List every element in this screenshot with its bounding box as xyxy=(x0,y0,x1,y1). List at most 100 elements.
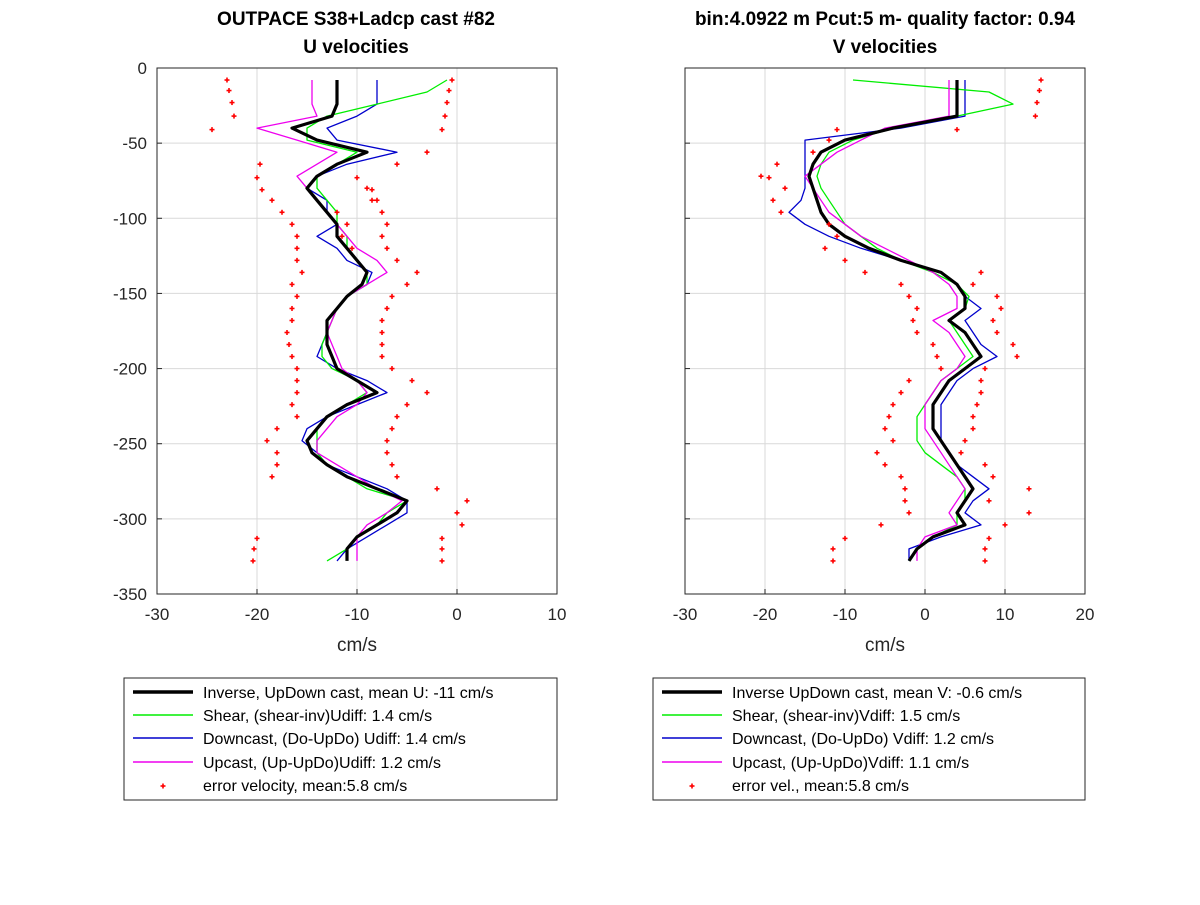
u-error-point xyxy=(374,197,380,203)
v-x-tick-label: 0 xyxy=(920,605,929,624)
u-series-group xyxy=(209,77,470,564)
u-error-point xyxy=(269,197,275,203)
u-error-point xyxy=(224,77,230,83)
u-error-point xyxy=(379,233,385,239)
u-y-tick-label: -100 xyxy=(113,209,147,228)
v-x-tick-label: -10 xyxy=(833,605,858,624)
v-legend-box xyxy=(652,677,1086,801)
u-error-point xyxy=(286,342,292,348)
v-error-point xyxy=(842,535,848,541)
u-error-point xyxy=(459,522,465,528)
u-error-point xyxy=(384,305,390,311)
v-legend: Inverse UpDown cast, mean V: -0.6 cm/s S… xyxy=(652,677,1086,801)
v-error-point xyxy=(914,305,920,311)
u-y-tick-label: 0 xyxy=(138,59,147,78)
u-error-point xyxy=(369,187,375,193)
v-error-point xyxy=(826,137,832,143)
u-error-point xyxy=(294,366,300,372)
u-error-point xyxy=(379,354,385,360)
v-error-point xyxy=(1002,522,1008,528)
u-inverse-line xyxy=(290,80,409,561)
v-axes-box xyxy=(684,67,1086,595)
u-up-line xyxy=(256,80,403,561)
v-legend-inverse-label: Inverse UpDown cast, mean V: -0.6 cm/s xyxy=(732,685,1022,702)
v-x-tick-label: -20 xyxy=(753,605,778,624)
u-legend-shear-label: Shear, (shear-inv)Udiff: 1.4 cm/s xyxy=(203,708,432,725)
u-error-point xyxy=(274,450,280,456)
v-error-point xyxy=(770,197,776,203)
v-error-point xyxy=(834,233,840,239)
v-error-point xyxy=(826,221,832,227)
v-error-point xyxy=(906,510,912,516)
u-error-point xyxy=(464,498,470,504)
v-error-point xyxy=(778,209,784,215)
v-up-line xyxy=(804,80,966,561)
u-error-point xyxy=(250,558,256,564)
u-error-point xyxy=(294,414,300,420)
u-error-point xyxy=(394,414,400,420)
v-error-point xyxy=(982,546,988,552)
u-y-tick-label: -250 xyxy=(113,435,147,454)
u-error-point xyxy=(289,402,295,408)
u-error-point xyxy=(349,245,355,251)
u-legend-inverse-label: Inverse, UpDown cast, mean U: -11 cm/s xyxy=(203,685,493,702)
u-error-point xyxy=(439,558,445,564)
u-error-point xyxy=(269,474,275,480)
u-error-point xyxy=(404,402,410,408)
v-error-point xyxy=(830,558,836,564)
v-error-point xyxy=(874,450,880,456)
v-error-point xyxy=(962,438,968,444)
v-grid xyxy=(684,67,1086,595)
v-error-point xyxy=(998,305,1004,311)
v-legend-error-label: error vel., mean:5.8 cm/s xyxy=(732,778,909,795)
u-error-point xyxy=(446,88,452,94)
u-x-tick-label: 10 xyxy=(548,605,567,624)
v-error-point xyxy=(890,438,896,444)
v-legend-upcast-label: Upcast, (Up-UpDo)Vdiff: 1.1 cm/s xyxy=(732,755,969,772)
u-error-point xyxy=(254,535,260,541)
v-error-point xyxy=(970,426,976,432)
u-error-point xyxy=(294,378,300,384)
u-error-point xyxy=(424,149,430,155)
u-error-point xyxy=(209,127,215,133)
u-error-point xyxy=(384,438,390,444)
u-y-tick-label: -200 xyxy=(113,360,147,379)
v-error-point xyxy=(774,161,780,167)
v-error-point xyxy=(910,317,916,323)
v-error-point xyxy=(906,378,912,384)
u-error-point xyxy=(259,187,265,193)
v-x-tick-label: -30 xyxy=(673,605,698,624)
v-error-point xyxy=(994,293,1000,299)
u-error-point xyxy=(379,342,385,348)
v-error-point xyxy=(810,149,816,155)
v-error-point xyxy=(906,293,912,299)
v-panel-subtitle: V velocities xyxy=(833,37,938,58)
u-error-point xyxy=(294,245,300,251)
u-y-tick-label: -50 xyxy=(122,134,147,153)
u-legend-downcast-label: Downcast, (Do-UpDo) Udiff: 1.4 cm/s xyxy=(203,731,466,748)
v-error-point xyxy=(954,127,960,133)
v-error-point xyxy=(782,185,788,191)
v-error-point xyxy=(766,175,772,181)
v-error-point xyxy=(898,390,904,396)
v-error-point xyxy=(970,281,976,287)
v-error-point xyxy=(990,474,996,480)
u-legend-upcast-label: Upcast, (Up-UpDo)Udiff: 1.2 cm/s xyxy=(203,755,441,772)
v-error-point xyxy=(978,390,984,396)
v-panel-title: bin:4.0922 m Pcut:5 m- quality factor: 0… xyxy=(695,9,1076,30)
v-error-point xyxy=(898,281,904,287)
u-error-point xyxy=(264,438,270,444)
v-error-point xyxy=(930,342,936,348)
u-error-point xyxy=(226,88,232,94)
u-error-point xyxy=(449,77,455,83)
u-error-point xyxy=(289,354,295,360)
u-panel-subtitle: U velocities xyxy=(303,37,409,58)
v-error-point xyxy=(994,330,1000,336)
u-error-point xyxy=(389,366,395,372)
v-error-point xyxy=(974,402,980,408)
u-x-tick-label: 0 xyxy=(452,605,461,624)
v-error-point xyxy=(970,414,976,420)
u-legend-error-label: error velocity, mean:5.8 cm/s xyxy=(203,778,407,795)
